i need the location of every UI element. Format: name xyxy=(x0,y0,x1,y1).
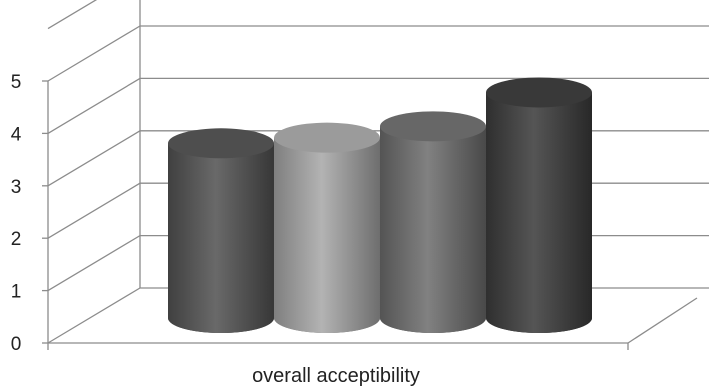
cylinder-body xyxy=(274,137,380,333)
cylinder-top xyxy=(486,77,592,108)
gridline xyxy=(47,77,709,134)
cylinder-bar xyxy=(486,77,592,333)
cylinder-top xyxy=(274,122,380,153)
cylinder-bar xyxy=(274,122,380,333)
floor-edge xyxy=(627,297,698,344)
y-tick-label: 3 xyxy=(11,177,22,198)
gridline xyxy=(47,0,98,30)
y-tick-label: 5 xyxy=(11,72,22,93)
cylinder-top xyxy=(380,111,486,142)
chart-axes xyxy=(42,80,698,350)
y-tick-label: 2 xyxy=(11,229,22,250)
cylinder-top xyxy=(168,128,274,159)
chart-bars xyxy=(168,77,592,333)
cylinder-body xyxy=(168,143,274,333)
cylinder-body xyxy=(380,126,486,333)
x-category-label: overall acceptibility xyxy=(252,365,420,387)
y-tick-label: 0 xyxy=(11,334,22,355)
gridline xyxy=(47,25,709,82)
cylinder-bar xyxy=(168,128,274,333)
cylinder-bar xyxy=(380,111,486,333)
y-tick-label: 1 xyxy=(11,282,22,303)
y-tick-label: 4 xyxy=(11,124,22,145)
y-tick-labels: 0 1 2 3 4 5 xyxy=(11,72,22,355)
cylinder-body xyxy=(486,92,592,333)
